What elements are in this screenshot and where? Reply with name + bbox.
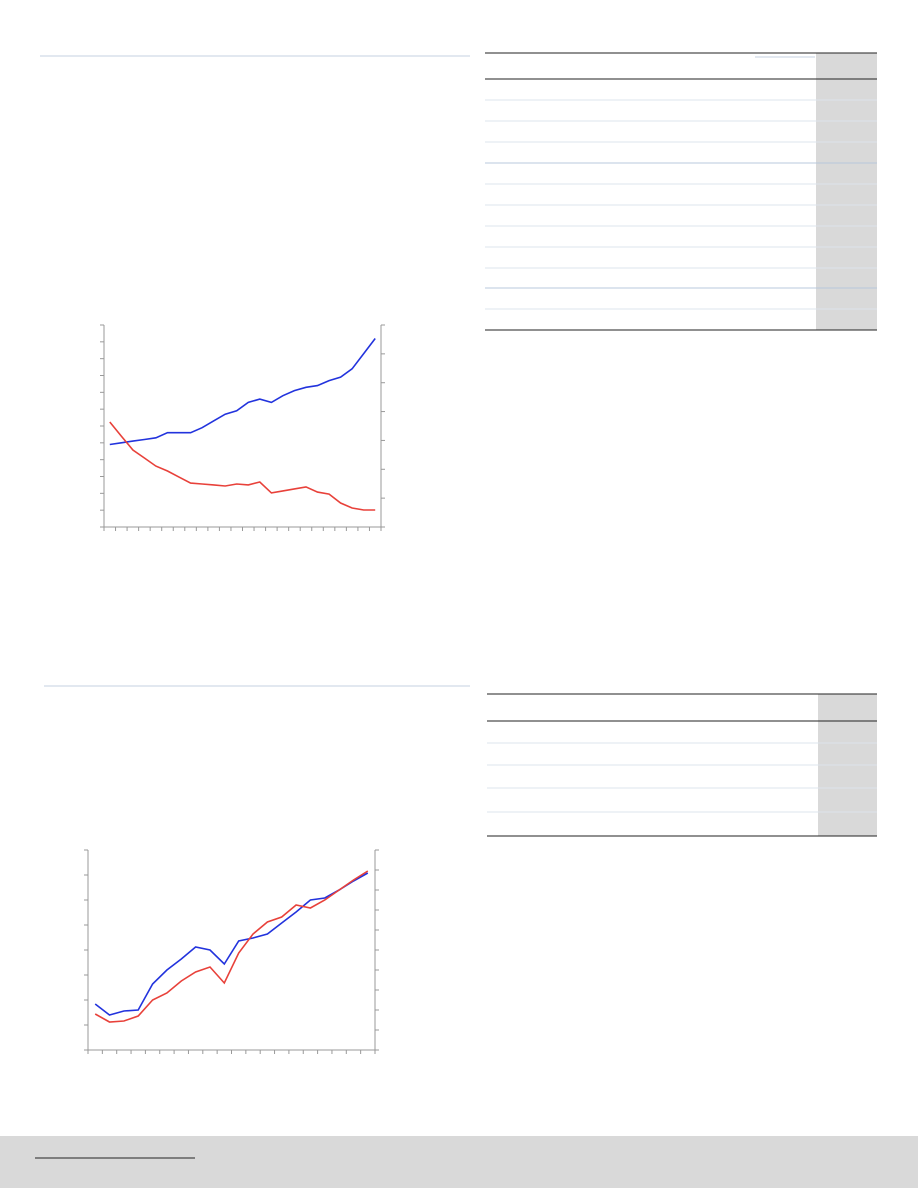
table: [487, 693, 877, 837]
table-column-shade: [816, 53, 877, 330]
table: [485, 52, 877, 331]
data-line: [109, 421, 376, 511]
footer: [0, 1136, 918, 1188]
data-line: [94, 872, 369, 1016]
charts: [84, 324, 385, 1054]
table-rows: [487, 742, 877, 813]
data-line: [94, 870, 369, 1023]
data-line: [109, 338, 376, 446]
table-rows: [485, 99, 877, 310]
